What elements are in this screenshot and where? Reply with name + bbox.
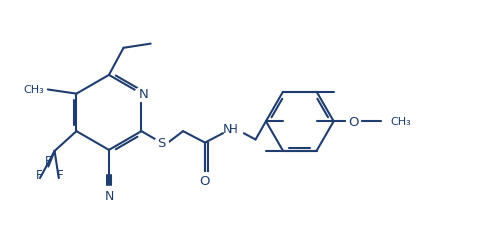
- Text: F: F: [45, 154, 52, 167]
- Text: H: H: [229, 122, 238, 135]
- Text: O: O: [348, 115, 359, 128]
- Text: N: N: [104, 189, 114, 202]
- Text: N: N: [139, 88, 148, 101]
- Text: F: F: [56, 169, 63, 182]
- Text: CH₃: CH₃: [23, 85, 43, 95]
- Text: O: O: [200, 174, 210, 187]
- Text: F: F: [36, 169, 42, 182]
- Text: N: N: [223, 122, 232, 135]
- Text: CH₃: CH₃: [390, 117, 411, 127]
- Text: S: S: [157, 137, 165, 149]
